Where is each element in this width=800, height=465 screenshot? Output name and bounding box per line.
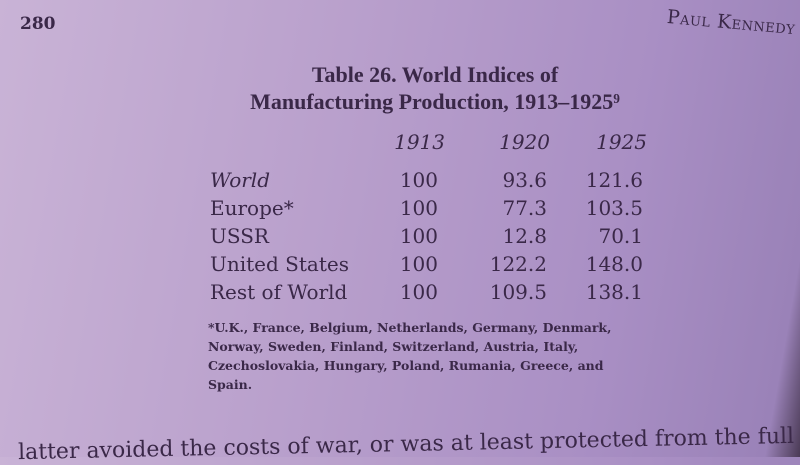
table-cell: 100 bbox=[399, 168, 438, 192]
row-label: Rest of World bbox=[210, 280, 348, 304]
table-cell: 93.6 bbox=[502, 168, 547, 192]
table-cell: 148.0 bbox=[585, 252, 643, 276]
page-number: 280 bbox=[20, 14, 56, 34]
body-text: latter avoided the costs of war, or was … bbox=[17, 423, 795, 465]
table-title-line-2: Manufacturing Production, 1913–1925⁹ bbox=[250, 89, 620, 114]
table-cell: 103.5 bbox=[585, 196, 643, 220]
table-cell: 70.1 bbox=[598, 224, 643, 248]
column-header: 1913 bbox=[394, 130, 445, 154]
table-cell: 12.8 bbox=[502, 224, 547, 248]
table-cell: 100 bbox=[399, 224, 438, 248]
table-cell: 100 bbox=[399, 280, 438, 304]
running-head: Paul Kennedy bbox=[666, 6, 797, 40]
table-cell: 121.6 bbox=[585, 168, 643, 192]
table-cell: 77.3 bbox=[502, 196, 547, 220]
table-title-line-1: Table 26. World Indices of bbox=[311, 62, 559, 87]
table-cell: 109.5 bbox=[489, 280, 547, 304]
row-label: United States bbox=[210, 252, 349, 276]
row-label: USSR bbox=[210, 224, 269, 248]
table-cell: 138.1 bbox=[585, 280, 643, 304]
row-label: World bbox=[210, 168, 270, 192]
row-label: Europe* bbox=[210, 196, 294, 220]
table-cell: 122.2 bbox=[489, 252, 547, 276]
table-cell: 100 bbox=[399, 252, 438, 276]
column-header: 1920 bbox=[499, 130, 550, 154]
table-cell: 100 bbox=[399, 196, 438, 220]
column-header: 1925 bbox=[596, 130, 647, 154]
table-footnote: *U.K., France, Belgium, Netherlands, Ger… bbox=[208, 320, 612, 392]
